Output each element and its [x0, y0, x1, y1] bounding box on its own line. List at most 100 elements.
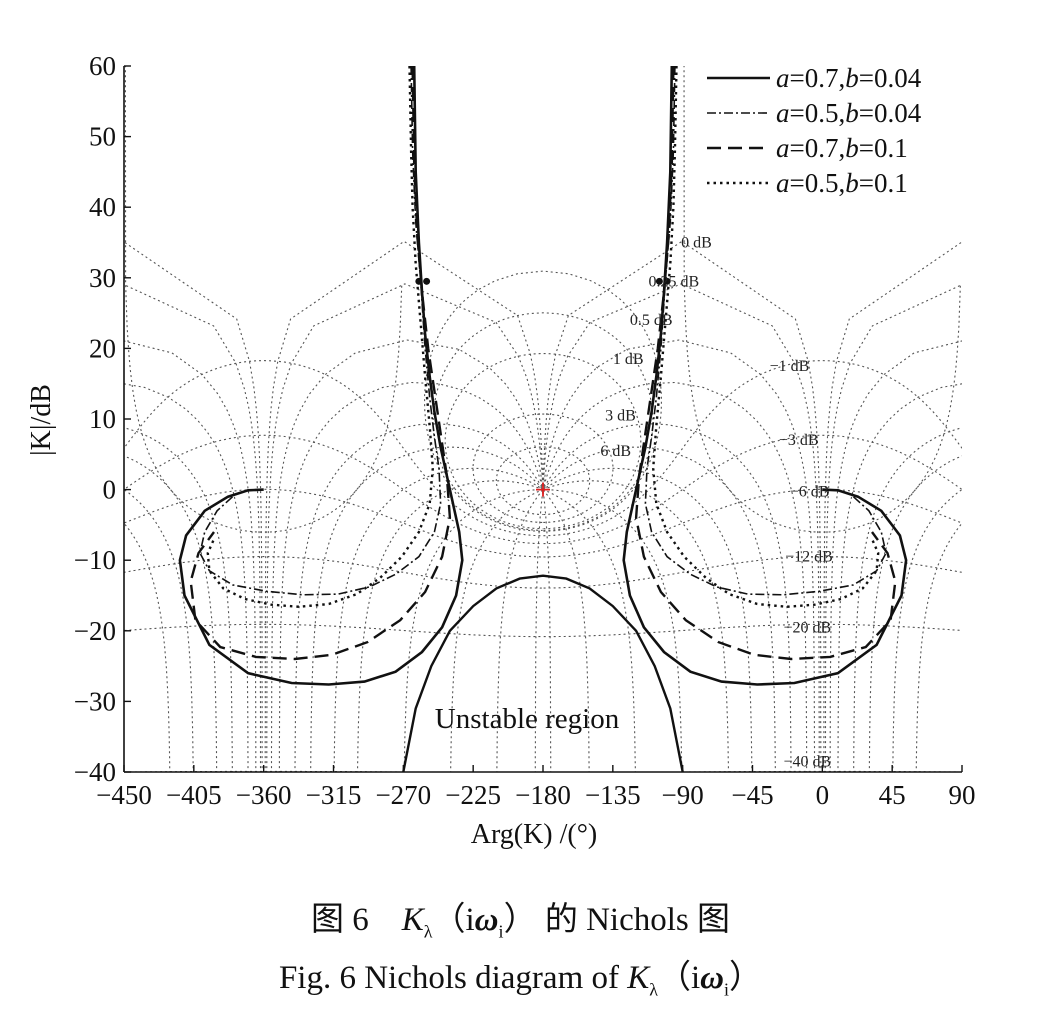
- y-tick-label: 0: [103, 475, 117, 505]
- m-circle-label: 6 dB: [600, 443, 631, 460]
- n-circle-contour: [915, 522, 962, 772]
- nichols-chart: −450 −405 −360 −315 −270 −225 −180 −135 −90 −45 0 4…: [0, 51, 1041, 880]
- x-axis-label: Arg(K) /(°): [471, 819, 598, 850]
- x-tick-label: −405: [166, 780, 222, 810]
- caption-cn-arg-open: （i: [432, 902, 475, 938]
- x-tick-label: −270: [375, 780, 431, 810]
- n-circle-contour: [496, 489, 544, 772]
- n-circle-contour: [837, 383, 962, 772]
- m-circle-labels: 0 dB 0.25 dB 0.5 dB 1 dB 3 dB 6 dB −1 dB −3 dB −…: [600, 235, 832, 771]
- y-tick-label: −10: [74, 545, 116, 575]
- caption-cn-omega: ω: [474, 902, 499, 938]
- series-line-left-1: [178, 66, 464, 686]
- n-circle-contour: [823, 241, 962, 772]
- series-group: [178, 66, 908, 686]
- m-circle-contour: [495, 446, 591, 516]
- n-circle-contour: [542, 489, 636, 772]
- n-circle-contour: [829, 340, 962, 772]
- figure-caption-english: Fig. 6 Nichols diagram of Kλ（iωi）: [0, 950, 1041, 1001]
- y-tick-label: −20: [74, 616, 116, 646]
- figure-caption-chinese: 图 6 Kλ（iωi） 的 Nichols 图: [0, 892, 1041, 943]
- y-tick-label: 40: [89, 192, 116, 222]
- y-tick-label: −40: [74, 757, 116, 787]
- n-circle-contour: [124, 383, 249, 772]
- m-circle-contour: [124, 66, 403, 533]
- n-circle-contour: [542, 423, 792, 772]
- frequency-marker-point: [663, 277, 671, 285]
- n-circle-contour: [278, 381, 544, 772]
- unstable-region-curve: [402, 574, 684, 772]
- caption-en-arg-close: ）: [729, 960, 763, 996]
- x-tick-label: −225: [445, 780, 501, 810]
- axes: [123, 65, 963, 773]
- m-circle-contour: [992, 313, 1041, 531]
- n-circle-contour: [824, 284, 962, 772]
- y-tick-label: −30: [74, 686, 116, 716]
- caption-cn-suffix: 的 Nichols 图: [544, 902, 730, 938]
- y-tick-label: 10: [89, 404, 116, 434]
- frequency-marker-point: [423, 277, 431, 285]
- series-line-right-1: [622, 66, 908, 686]
- m-circle-label: −20 dB: [784, 619, 832, 636]
- y-tick-label: 50: [89, 122, 116, 152]
- m-circle-label: −40 dB: [784, 753, 832, 770]
- series-line-right-3: [634, 66, 897, 661]
- caption-cn-omega-sub: i: [498, 921, 504, 942]
- caption-cn-prefix: 图 6: [311, 902, 369, 938]
- n-circle-contour: [542, 467, 753, 772]
- n-circle-contour: [124, 241, 263, 772]
- legend-entry: a=0.5,b=0.04: [776, 98, 922, 128]
- m-circle-label: −6 dB: [790, 484, 830, 501]
- m-circle-label: 0.25 dB: [649, 273, 700, 290]
- caption-en-arg-open: （i: [657, 960, 701, 996]
- y-tick-label: 30: [89, 263, 116, 293]
- m-circle-contour: [0, 447, 31, 515]
- legend-background: [702, 62, 960, 192]
- n-circle-contour: [124, 488, 194, 772]
- m-circle-label: 0.5 dB: [630, 312, 673, 329]
- caption-en-sub: λ: [649, 979, 658, 1000]
- x-tick-label: 90: [949, 780, 976, 810]
- legend: a=0.7,b=0.04 a=0.5,b=0.04 a=0.7,b=0.1 a=0.5…: [702, 62, 960, 198]
- m-circle-contour: [983, 271, 1041, 531]
- n-circle-contour: [294, 423, 544, 772]
- n-circle-contour: [892, 488, 962, 772]
- caption-en-omega: ω: [700, 960, 725, 996]
- n-circle-contour: [124, 427, 233, 772]
- x-tick-label: 0: [816, 780, 830, 810]
- n-circle-contour: [0, 490, 31, 880]
- m-circle-label: 3 dB: [605, 407, 636, 424]
- x-tick-label: −90: [662, 780, 704, 810]
- m-circle-contour: [1004, 354, 1041, 529]
- m-circle-label: −3 dB: [779, 432, 819, 449]
- x-tick-label: −180: [515, 780, 571, 810]
- series-line-left-2: [199, 66, 442, 596]
- n-circle-contour: [124, 522, 171, 772]
- y-tick-label: 20: [89, 333, 116, 363]
- n-circle-contour: [962, 490, 1041, 880]
- critical-point-marker: [536, 482, 550, 497]
- m-circle-contour: [472, 413, 614, 523]
- m-circle-contour: [543, 623, 962, 638]
- n-circle-contour: [266, 283, 544, 772]
- series-line-right-2: [644, 66, 887, 596]
- caption-en-omega-sub: i: [724, 979, 730, 1000]
- m-circle-contour: [1032, 414, 1041, 522]
- m-circle-label: 0 dB: [681, 235, 712, 252]
- frequency-marker-point: [655, 277, 663, 285]
- m-circle-contour: [124, 360, 543, 537]
- unstable-region-label: Unstable region: [435, 703, 620, 735]
- x-tick-label: −135: [585, 780, 641, 810]
- tick-labels: −450 −405 −360 −315 −270 −225 −180 −135 −90 −45 0 4…: [74, 51, 976, 810]
- n-circle-contour: [542, 283, 820, 772]
- n-circle-contour: [124, 455, 218, 772]
- x-tick-label: −315: [306, 780, 362, 810]
- n-circle-contour: [853, 427, 962, 772]
- n-circle-contour: [868, 455, 962, 772]
- m-circle-label: −12 dB: [785, 549, 833, 566]
- m-circle-contour: [543, 360, 962, 537]
- m-circle-contour: [543, 434, 962, 545]
- series-line-left-3: [189, 66, 452, 661]
- n-circle-contour: [542, 489, 590, 772]
- m-circle-label: 1 dB: [613, 351, 644, 368]
